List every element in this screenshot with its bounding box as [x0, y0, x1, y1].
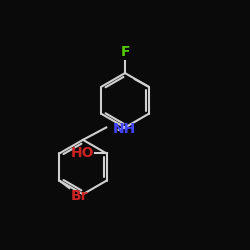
Text: NH: NH: [112, 122, 136, 136]
Text: F: F: [120, 46, 130, 60]
Text: Br: Br: [70, 189, 88, 203]
Text: HO: HO: [71, 146, 94, 160]
